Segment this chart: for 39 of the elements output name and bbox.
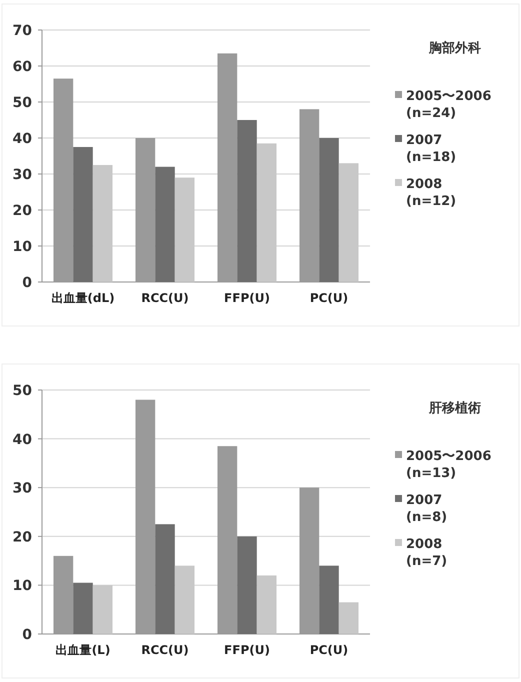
bar	[155, 524, 175, 634]
legend-label: 2008 (n=7)	[406, 537, 448, 569]
x-tick-label: RCC(U)	[141, 643, 189, 657]
x-tick-label: PC(U)	[310, 643, 348, 657]
bar	[237, 120, 257, 282]
y-tick-label: 10	[12, 578, 32, 594]
bar	[73, 582, 93, 634]
bar	[338, 602, 359, 634]
bar	[237, 536, 257, 634]
y-tick-label: 20	[12, 203, 32, 219]
x-tick-label: 出血量(L)	[56, 643, 110, 657]
bar	[155, 166, 175, 282]
y-tick-label: 30	[12, 167, 32, 183]
y-tick-label: 30	[12, 480, 32, 497]
bar	[73, 147, 93, 282]
y-tick-label: 70	[12, 23, 32, 39]
x-tick-label: FFP(U)	[224, 291, 270, 305]
y-tick-label: 0	[22, 627, 32, 643]
y-tick-label: 40	[12, 131, 32, 147]
y-tick-label: 20	[12, 529, 32, 546]
y-tick-label: 0	[22, 275, 32, 291]
legend-title: 肝移植術	[428, 401, 481, 416]
y-tick-label: 60	[12, 59, 32, 75]
legend-label: 2007 (n=18)	[406, 133, 456, 165]
legend-label: 2008 (n=12)	[406, 177, 456, 209]
legend-label: 2007 (n=8)	[406, 493, 448, 525]
x-tick-label: PC(U)	[310, 291, 348, 305]
y-tick-label: 40	[12, 432, 32, 448]
legend-label: 2005〜2006 (n=13)	[406, 449, 492, 481]
legend-label: 2005〜2006 (n=24)	[406, 89, 492, 121]
bar	[319, 138, 339, 282]
x-tick-label: RCC(U)	[141, 291, 189, 305]
y-tick-label: 50	[12, 383, 32, 399]
legend-title: 胸部外科	[428, 40, 481, 56]
y-tick-label: 50	[12, 95, 32, 111]
x-tick-label: 出血量(dL)	[51, 291, 115, 305]
bar	[319, 566, 339, 634]
x-tick-label: FFP(U)	[224, 643, 270, 657]
y-tick-label: 10	[12, 239, 32, 255]
